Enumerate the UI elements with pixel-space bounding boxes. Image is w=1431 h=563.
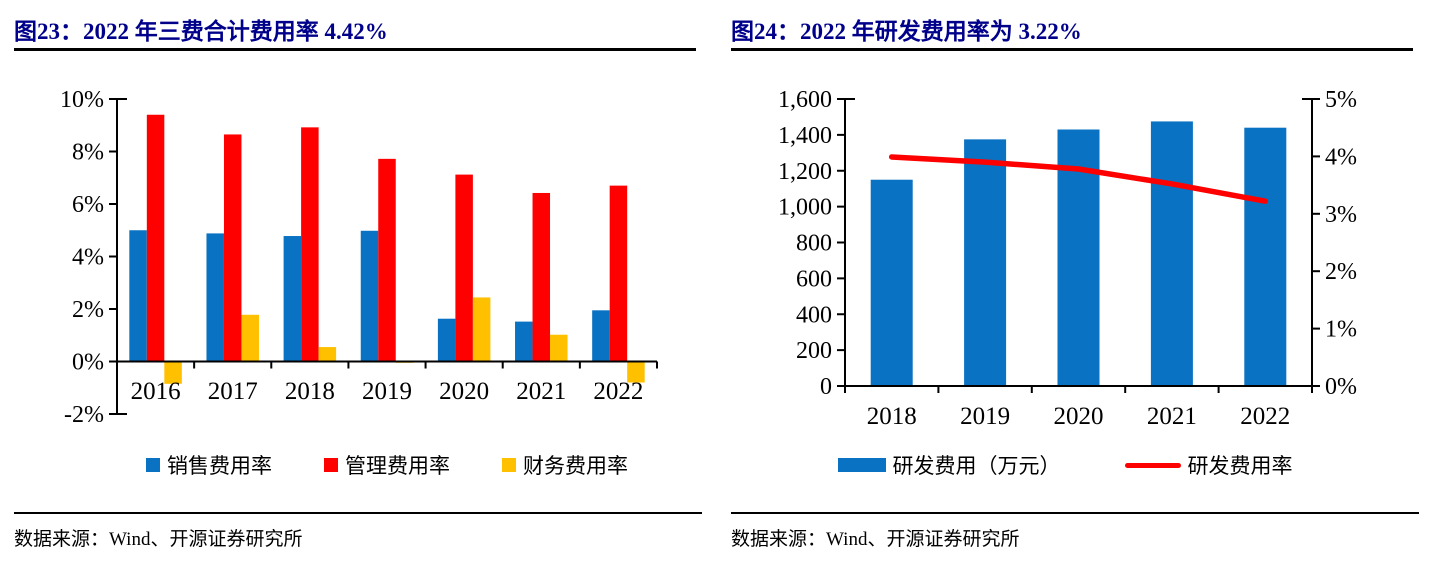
- fig23-bar-财务费用率-2021: [550, 334, 568, 362]
- fig24-left-y-tick-label: 1,600: [778, 87, 832, 113]
- fig23-y-tick-label: 10%: [60, 87, 104, 113]
- fig23-y-tick-label: 6%: [72, 192, 104, 218]
- fig24-left-y-tick-label: 1,000: [778, 195, 832, 221]
- fig23-x-category-label: 2019: [362, 378, 412, 405]
- figure-24-panel: 图24：2022 年研发费用率为 3.22% 1,600 1,400 1,200 1,…: [715, 0, 1431, 563]
- fig24-x-category-label: 2019: [960, 403, 1010, 430]
- fig23-bar-财务费用率-2017: [241, 314, 259, 362]
- fig23-x-category-label: 2021: [516, 378, 566, 405]
- fig23-y-tick-label: 8%: [72, 140, 104, 166]
- fig23-bar-管理费用率-2017: [223, 134, 242, 362]
- fig24-right-y-tick-label: 0%: [1325, 374, 1357, 400]
- figure-24-chart-area: 1,600 1,400 1,200 1,000 800 600 400 200 0 5% 4% 3% 2…: [715, 60, 1431, 445]
- fig24-right-y-tick-label: 2%: [1325, 259, 1357, 285]
- figure-23-grouped-bar-chart: 10% 8% 6% 4% 2% 0% -2% 2016 2017 2018 2019 2020 2021…: [60, 87, 658, 428]
- fig23-x-category-label: 2020: [439, 378, 489, 405]
- fig24-x-category-label: 2020: [1054, 403, 1104, 430]
- figure-23-legend: 销售费用率 管理费用率 财务费用率: [117, 450, 657, 480]
- fig24-right-y-tick-label: 1%: [1325, 317, 1357, 343]
- fig23-bar-销售费用率-2022: [592, 310, 610, 362]
- fig23-bar-财务费用率-2022: [627, 361, 645, 383]
- fig23-x-category-label: 2022: [593, 378, 643, 405]
- legend-swatch-icon: [502, 458, 516, 472]
- fig24-left-y-tick-label: 800: [796, 231, 832, 257]
- fig23-bar-财务费用率-2018: [318, 347, 337, 362]
- fig23-bar-管理费用率-2018: [301, 127, 319, 362]
- fig23-y-tick-label: 4%: [72, 245, 104, 271]
- legend-item-财务费用率: 财务费用率: [502, 450, 628, 480]
- fig24-left-y-tick-label: 200: [796, 338, 832, 364]
- fig23-x-category-label: 2018: [285, 378, 335, 405]
- fig23-bar-销售费用率-2017: [206, 233, 224, 362]
- fig23-bar-管理费用率-2016: [146, 114, 165, 362]
- fig24-x-category-label: 2018: [867, 403, 917, 430]
- fig24-right-y-tick-label: 4%: [1325, 144, 1357, 170]
- fig24-x-category-label: 2022: [1240, 403, 1290, 430]
- fig23-bar-管理费用率-2020: [455, 174, 473, 362]
- fig23-bar-财务费用率-2020: [472, 297, 491, 362]
- figure-24-source-text: 数据来源：Wind、开源证券研究所: [731, 529, 1020, 550]
- fig23-bar-销售费用率-2021: [515, 321, 533, 362]
- fig23-bar-销售费用率-2018: [283, 236, 302, 362]
- fig24-rd-expense-ratio-line: [888, 154, 1269, 204]
- fig23-x-category-label: 2017: [208, 378, 258, 405]
- legend-item-研发费用（万元）: 研发费用（万元）: [837, 450, 1061, 480]
- fig23-bar-销售费用率-2019: [360, 230, 379, 362]
- fig24-left-y-tick-label: 400: [796, 302, 832, 328]
- fig23-bar-销售费用率-2020: [437, 318, 456, 362]
- fig24-left-y-tick-label: 1,400: [778, 123, 832, 149]
- fig24-bar-2021: [1150, 121, 1193, 386]
- figure-23-title: 图23：2022 年三费合计费用率 4.42%: [14, 19, 388, 44]
- figure-24-bar-line-chart: 1,600 1,400 1,200 1,000 800 600 400 200 0 5% 4% 3% 2…: [778, 87, 1357, 430]
- fig23-y-tick-label: 2%: [72, 297, 104, 323]
- figure-23-source-text: 数据来源：Wind、开源证券研究所: [14, 529, 303, 550]
- fig24-right-y-tick-label: 5%: [1325, 87, 1357, 113]
- fig24-bar-2018: [870, 179, 913, 386]
- fig24-bar-2019: [964, 139, 1007, 386]
- legend-line-swatch-icon: [1124, 462, 1181, 468]
- fig24-right-y-tick-label: 3%: [1325, 202, 1357, 228]
- figure-24-source-rule: [731, 512, 1419, 514]
- figure-24-title: 图24：2022 年研发费用率为 3.22%: [731, 19, 1082, 44]
- figure-23-panel: 图23：2022 年三费合计费用率 4.42% 10% 8% 6% 4% 2% 0% -2%…: [0, 0, 715, 563]
- legend-item-研发费用率: 研发费用率: [1124, 450, 1293, 480]
- legend-swatch-icon: [324, 458, 338, 472]
- figure-23-title-rule: [14, 48, 696, 51]
- legend-swatch-icon: [146, 458, 160, 472]
- fig23-y-tick-label: -2%: [64, 402, 104, 428]
- fig24-left-y-tick-label: 1,200: [778, 159, 832, 185]
- legend-label: 管理费用率: [345, 454, 450, 478]
- fig23-bar-管理费用率-2019: [378, 158, 396, 362]
- figure-24-title-rule: [731, 48, 1413, 51]
- fig24-left-y-tick-label: 600: [796, 266, 832, 292]
- fig23-bar-管理费用率-2021: [532, 192, 551, 362]
- legend-item-销售费用率: 销售费用率: [146, 450, 272, 480]
- fig24-bar-2022: [1244, 127, 1287, 386]
- legend-label: 销售费用率: [167, 454, 272, 478]
- fig23-bar-财务费用率-2016: [164, 361, 182, 384]
- fig23-bar-管理费用率-2022: [609, 185, 628, 362]
- figure-23-chart-area: 10% 8% 6% 4% 2% 0% -2% 2016 2017 2018 2019 2020 2021…: [0, 60, 715, 445]
- fig23-y-tick-label: 0%: [72, 350, 104, 376]
- legend-label: 研发费用（万元）: [892, 454, 1061, 478]
- figure-24-legend: 研发费用（万元） 研发费用率: [815, 450, 1315, 480]
- legend-bar-swatch-icon: [837, 458, 886, 472]
- fig24-left-y-tick-label: 0: [820, 374, 832, 400]
- legend-item-管理费用率: 管理费用率: [324, 450, 450, 480]
- figure-23-source-rule: [14, 512, 702, 514]
- legend-label: 研发费用率: [1187, 454, 1293, 478]
- fig23-bar-销售费用率-2016: [129, 230, 147, 362]
- fig23-x-category-label: 2016: [131, 378, 181, 405]
- legend-label: 财务费用率: [523, 454, 628, 478]
- fig24-x-category-label: 2021: [1147, 403, 1197, 430]
